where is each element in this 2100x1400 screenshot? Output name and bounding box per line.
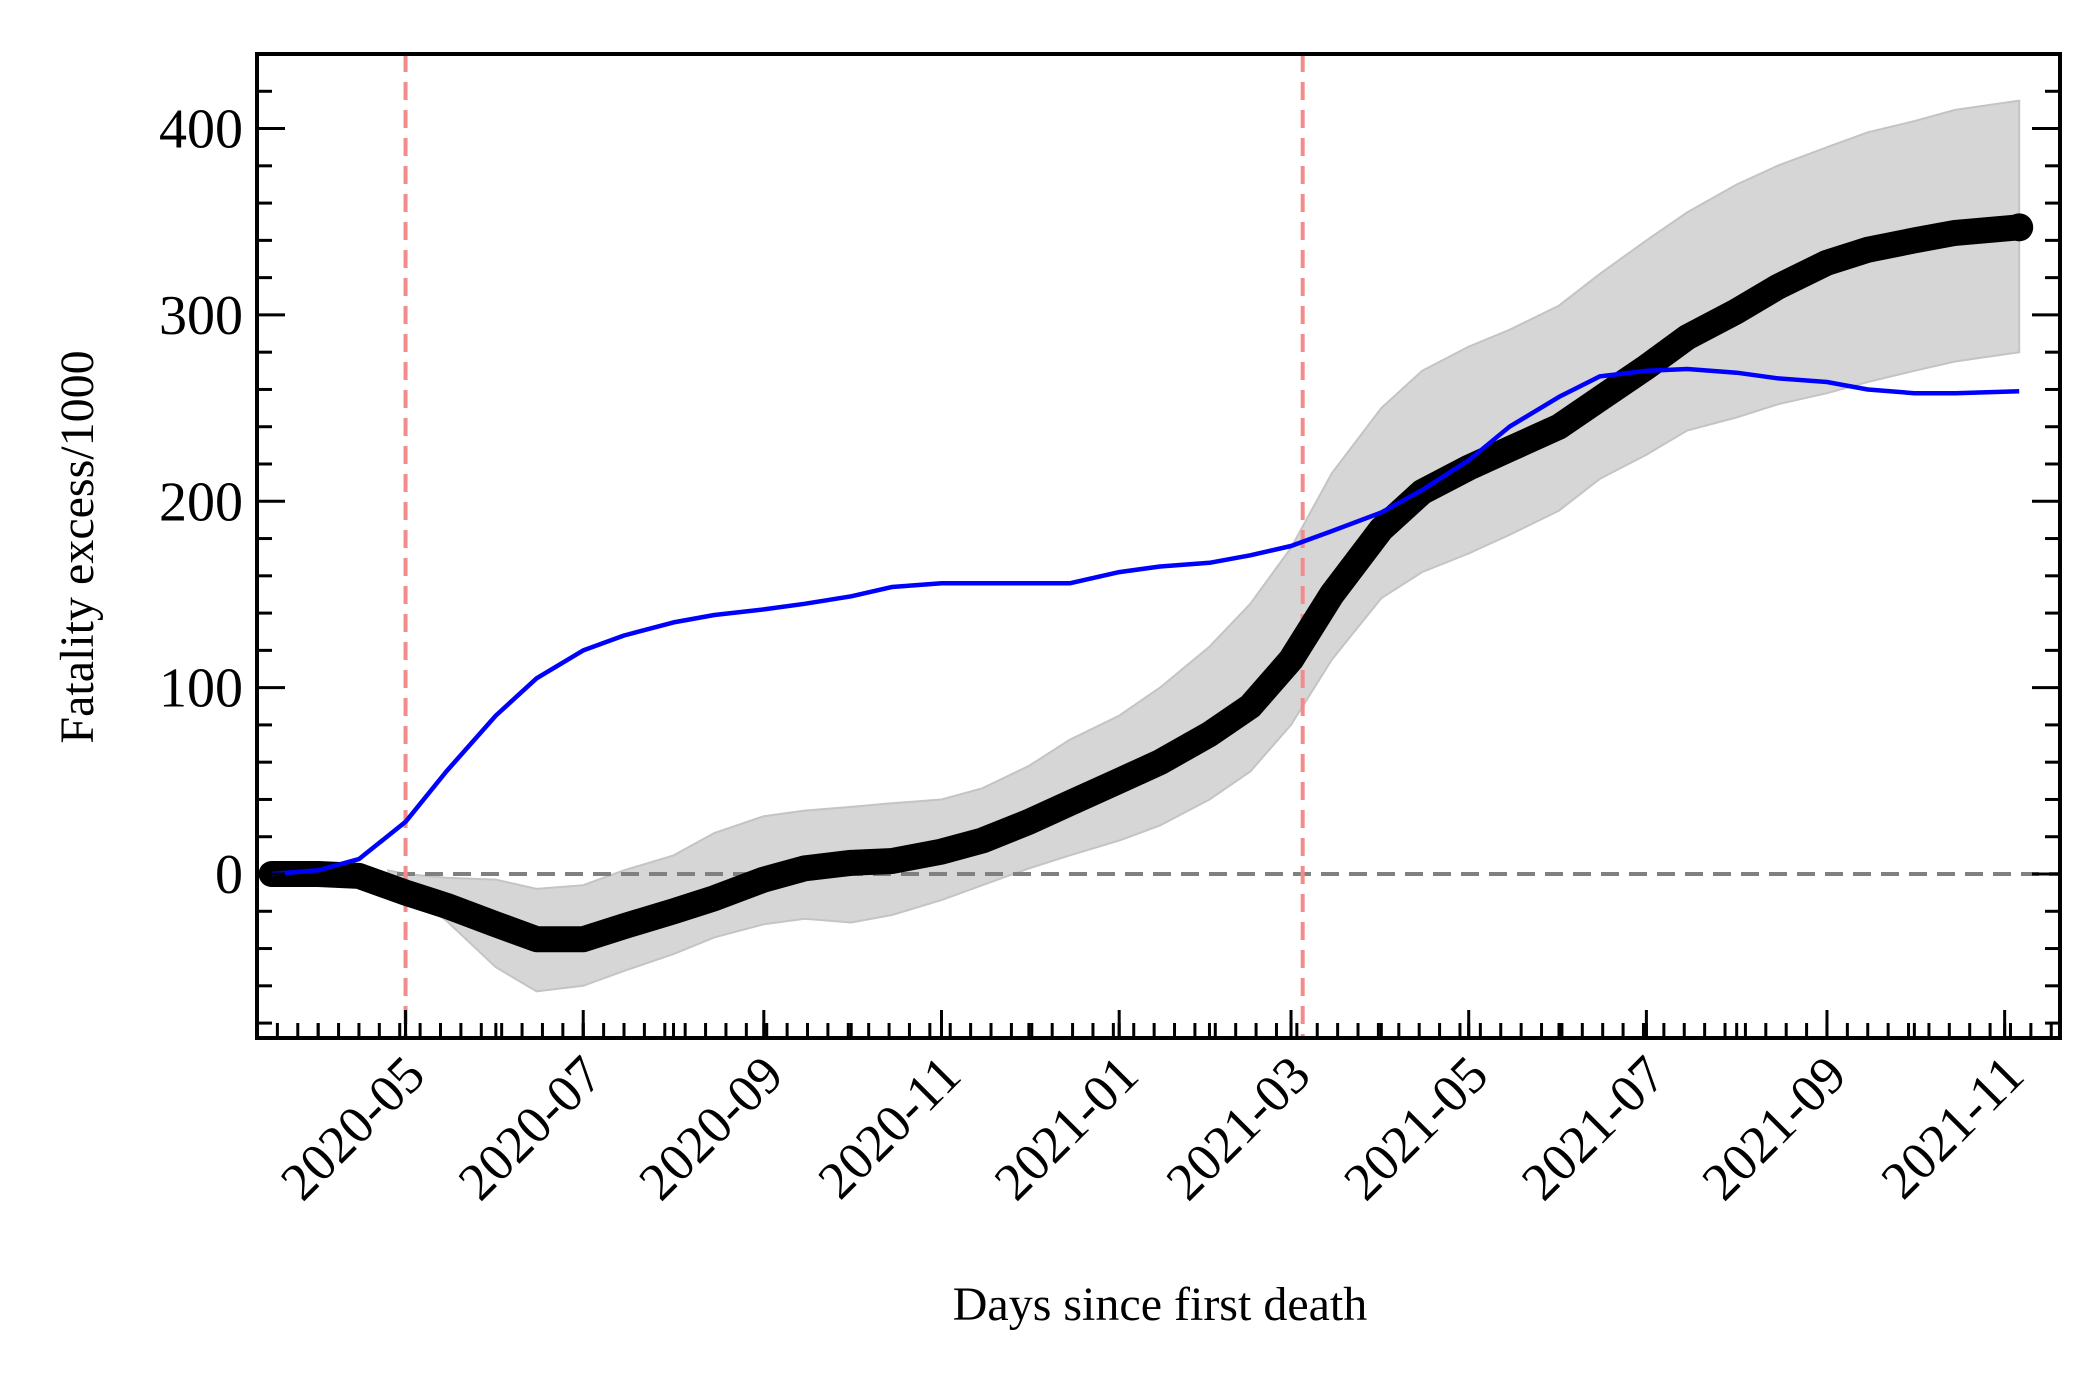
x-axis-title: Days since first death bbox=[953, 1278, 1368, 1331]
x-tick-label: 2020-11 bbox=[807, 1045, 972, 1210]
x-tick-label: 2021-09 bbox=[1692, 1045, 1858, 1211]
x-tick-label: 2020-05 bbox=[270, 1045, 436, 1211]
series-black-line bbox=[258, 214, 2033, 953]
x-tick-label: 2020-07 bbox=[448, 1045, 614, 1211]
y-tick-label: 300 bbox=[159, 285, 243, 347]
y-tick-label: 0 bbox=[215, 844, 243, 906]
x-tick-label: 2021-03 bbox=[1156, 1045, 1322, 1211]
plot-area: 0 100 200 300 400 2020-05 2020-07 2020-09 2020-1… bbox=[159, 52, 2062, 1211]
y-axis-title: Fatality excess/1000 bbox=[51, 350, 104, 743]
y-tick-label: 400 bbox=[159, 99, 243, 161]
x-tick-label: 2021-07 bbox=[1511, 1045, 1677, 1211]
series-black-end-marker bbox=[2005, 213, 2034, 242]
y-tick-label: 100 bbox=[159, 658, 243, 720]
series-blue-line bbox=[271, 366, 2020, 877]
x-tick-label: 2021-05 bbox=[1333, 1045, 1499, 1211]
x-tick-label: 2021-11 bbox=[1871, 1045, 2036, 1210]
x-tick-label: 2020-09 bbox=[628, 1045, 794, 1211]
confidence-band bbox=[387, 99, 2021, 993]
x-tick-label: 2021-01 bbox=[984, 1045, 1150, 1211]
plot-frame bbox=[255, 52, 2062, 1040]
plot-content bbox=[257, 54, 2060, 1038]
y-tick-label: 200 bbox=[159, 471, 243, 533]
